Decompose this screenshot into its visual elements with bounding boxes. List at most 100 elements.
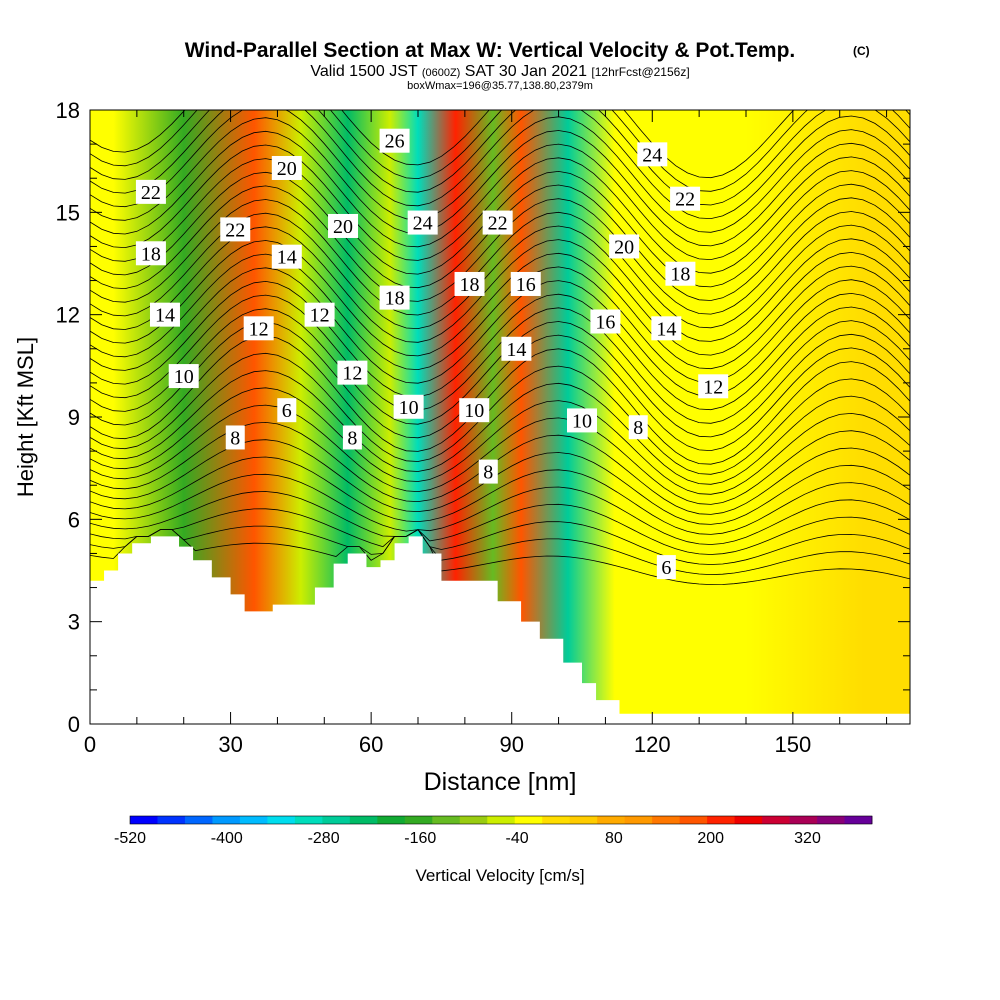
colorbar-swatch	[734, 816, 763, 824]
pot-temp-contour-line	[90, 110, 910, 206]
y-tick-label: 3	[68, 610, 80, 635]
contour-label-text: 22	[141, 182, 161, 204]
pot-temp-contour-line	[90, 321, 910, 452]
valid-time-line: Valid 1500 JST (0600Z) SAT 30 Jan 2021 […	[310, 63, 689, 80]
contour-label-text: 14	[155, 305, 175, 327]
contour-label: 8	[628, 415, 648, 440]
contour-label: 18	[135, 241, 166, 266]
terrain-mask	[90, 536, 910, 724]
contour-label: 12	[304, 302, 335, 327]
x-tick-label: 60	[359, 732, 383, 757]
contour-label: 20	[609, 234, 640, 259]
contour-label-text: 8	[633, 417, 643, 439]
y-tick-label: 0	[68, 712, 80, 737]
pot-temp-contours	[90, 110, 910, 586]
colorbar-swatch	[130, 816, 158, 824]
x-axis-label: Distance [nm]	[424, 768, 577, 796]
contour-label-text: 24	[642, 144, 662, 166]
y-tick-label: 9	[68, 405, 80, 430]
contour-label-text: 10	[572, 410, 592, 432]
valid-date: SAT 30 Jan 2021	[465, 63, 587, 80]
colorbar-swatch	[487, 816, 516, 824]
colorbar-tick-label: 320	[794, 830, 821, 847]
colorbar-swatch	[624, 816, 653, 824]
colorbar-swatch	[184, 816, 213, 824]
colorbar-swatch	[652, 816, 681, 824]
y-tick-label: 18	[56, 98, 80, 123]
y-tick-label: 6	[68, 507, 80, 532]
contour-label-text: 18	[385, 288, 405, 310]
pot-temp-contour-line	[90, 491, 910, 555]
contour-label: 18	[379, 285, 410, 310]
y-axis: 0 3 6 9 12 15 18	[56, 98, 910, 737]
contour-label-text: 18	[460, 274, 480, 296]
pot-temp-contour-line	[90, 473, 910, 545]
pot-temp-contour-line	[90, 294, 910, 424]
box-wmax-info: boxWmax=196@35.77,138.80,2379m	[407, 80, 593, 92]
colorbar-swatch	[707, 816, 735, 824]
pot-temp-contour-line	[90, 267, 910, 397]
colorbar-swatch	[212, 816, 241, 824]
colorbar-tick-label: -520	[114, 830, 146, 847]
x-tick-label: 0	[84, 732, 96, 757]
contour-label: 22	[482, 210, 513, 235]
colorbar-tick-label: -160	[404, 830, 436, 847]
x-tick-label: 90	[499, 732, 523, 757]
colorbar-tick-label: 80	[605, 830, 623, 847]
contour-label-text: 14	[506, 339, 526, 361]
colorbar-swatch	[432, 816, 461, 824]
pot-temp-contour-line	[90, 387, 910, 495]
colorbar-swatch	[569, 816, 598, 824]
contour-label: 26	[379, 128, 410, 153]
contour-label-text: 10	[399, 397, 419, 419]
contour-label: 22	[670, 186, 701, 211]
contour-label: 8	[225, 425, 245, 450]
y-tick-label: 15	[56, 200, 80, 225]
contour-label-text: 22	[225, 219, 245, 241]
contour-label: 6	[277, 398, 297, 423]
colorbar-tick-label: -400	[211, 830, 243, 847]
y-axis-label: Height [Kft MSL]	[13, 337, 38, 497]
contour-label-text: 6	[661, 557, 671, 579]
colorbar-tick-label: 200	[697, 830, 724, 847]
colorbar-swatch	[404, 816, 433, 824]
pot-temp-contour-line	[90, 199, 910, 329]
chart-title: Wind-Parallel Section at Max W: Vertical…	[185, 39, 796, 62]
contour-label-text: 14	[656, 318, 676, 340]
pot-temp-contour-line	[90, 280, 910, 411]
chart-title-tag: (C)	[853, 44, 870, 58]
colorbar-swatch	[349, 816, 378, 824]
y-tick-label: 12	[56, 303, 80, 328]
pot-temp-contour-line	[90, 130, 910, 261]
valid-utc: (0600Z)	[422, 67, 461, 79]
contour-label-text: 12	[342, 363, 362, 385]
contour-label-text: 10	[174, 366, 194, 388]
x-tick-label: 120	[634, 732, 671, 757]
pot-temp-contour-line	[90, 525, 910, 576]
contour-label: 18	[454, 271, 485, 296]
contour-label: 24	[637, 142, 668, 167]
contour-label-text: 8	[347, 427, 357, 449]
contour-label-text: 8	[230, 427, 240, 449]
colorbar: -520 -400 -280 -160 -40 80 200 320	[114, 815, 873, 847]
x-tick-label: 150	[774, 732, 811, 757]
contour-label-text: 6	[282, 400, 292, 422]
contour-label-text: 12	[249, 318, 269, 340]
contour-label-text: 16	[595, 311, 615, 333]
contour-label-text: 12	[310, 305, 330, 327]
contour-label: 10	[459, 398, 490, 423]
pot-temp-contour-line	[90, 529, 910, 586]
colorbar-swatch	[267, 816, 296, 824]
pot-temp-contour-line	[90, 335, 910, 465]
colorbar-swatch	[789, 816, 818, 824]
contour-label: 10	[567, 408, 597, 433]
contour-label: 18	[665, 261, 696, 286]
contour-label: 22	[135, 179, 166, 204]
contour-label: 12	[698, 374, 729, 399]
pot-temp-contour-line	[90, 370, 910, 485]
contour-label: 8	[342, 425, 362, 450]
contour-label: 20	[328, 213, 359, 238]
pot-temp-contour-line	[90, 404, 910, 505]
contour-label-text: 12	[703, 376, 723, 398]
